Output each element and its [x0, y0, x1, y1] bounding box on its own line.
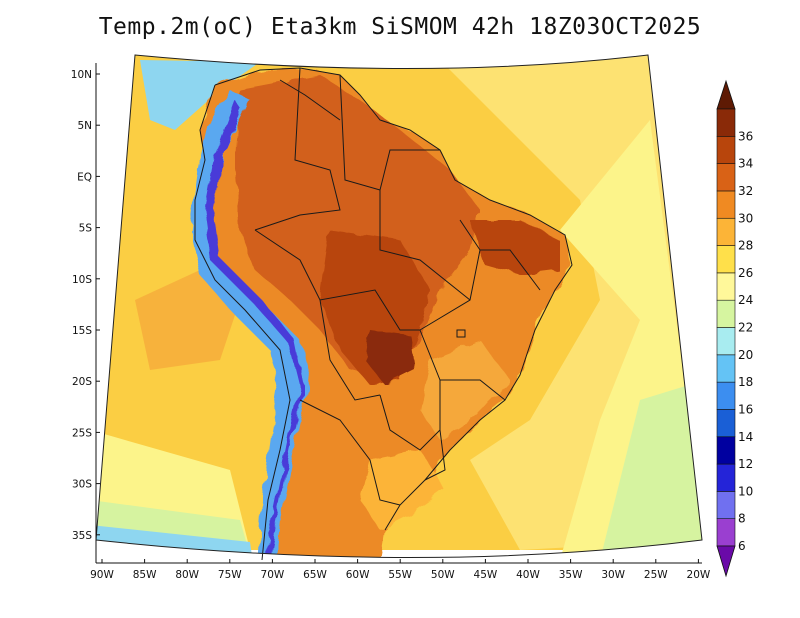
- colorbar-segment: [716, 354, 736, 383]
- lat-tick-label: 35S: [72, 530, 92, 542]
- brazil-state-line-2: [379, 190, 471, 301]
- colorbar-label: 20: [738, 348, 753, 362]
- atlantic-cold-zone: [600, 380, 702, 558]
- argentina-north-border: [299, 399, 401, 506]
- colorbar-segment: [716, 272, 736, 301]
- lon-tick-label: 55W: [388, 569, 412, 581]
- pacific-coastline: [194, 84, 291, 561]
- lat-tick-label: 5S: [79, 223, 93, 235]
- caribbean-cool-zone: [140, 60, 260, 130]
- bolivia-border: [319, 299, 381, 401]
- map-field: [96, 55, 702, 558]
- brazil-state-line-1: [419, 219, 481, 331]
- country-borders: [194, 67, 573, 561]
- brasilia-district: [456, 329, 466, 338]
- colorbar-segment: [716, 245, 736, 274]
- lon-tick-label: 90W: [90, 569, 114, 581]
- lat-tick-label: 15S: [72, 325, 92, 337]
- colorbar-label: 32: [738, 184, 753, 198]
- brazil-state-line-4: [419, 329, 506, 401]
- colorbar-label: 28: [738, 239, 753, 253]
- map-frame: [95, 63, 702, 564]
- lon-tick-label: 65W: [303, 569, 327, 581]
- lon-tick-label: 50W: [431, 569, 455, 581]
- northeast-hot-zone: [470, 220, 560, 275]
- venezuela-inner-border: [279, 79, 341, 121]
- colombia-venezuela-border: [254, 67, 341, 231]
- colorbar-segment: [716, 381, 736, 410]
- latitude-axis: 10N 5N EQ 5S 10S 15S 20S 25S 30S 35S: [71, 69, 100, 542]
- atlantic-coastline: [214, 67, 573, 531]
- lon-tick-label: 75W: [218, 569, 242, 581]
- colorbar-label: 18: [738, 375, 753, 389]
- paraguay-border: [379, 394, 441, 451]
- colorbar-label: 30: [738, 211, 753, 225]
- lat-tick-label: 10S: [72, 274, 92, 286]
- colorbar-label: 8: [738, 512, 746, 526]
- uruguay-border: [424, 429, 446, 481]
- colorbar-label: 22: [738, 321, 753, 335]
- lon-tick-label: 35W: [559, 569, 583, 581]
- colorbar-segment: [716, 136, 736, 164]
- colorbar-segment: [716, 436, 736, 465]
- lon-tick-label: 45W: [474, 569, 498, 581]
- lon-tick-label: 85W: [133, 569, 157, 581]
- colorbar-label: 10: [738, 484, 753, 498]
- lon-tick-label: 30W: [601, 569, 625, 581]
- colorbar-segment: [716, 463, 736, 492]
- lat-tick-label: 25S: [72, 427, 92, 439]
- colorbar-label: 16: [738, 402, 753, 416]
- lon-tick-label: 40W: [516, 569, 540, 581]
- south-mild-zone: [360, 450, 445, 530]
- lon-tick-label: 25W: [644, 569, 668, 581]
- colorbar-segment: [716, 190, 736, 219]
- lon-tick-label: 70W: [261, 569, 285, 581]
- lon-tick-label: 60W: [346, 569, 370, 581]
- lat-tick-label: EQ: [77, 171, 92, 183]
- lat-tick-label: 30S: [72, 479, 92, 491]
- map-title: Temp.2m(oC) Eta3km SiSMOM 42h 18Z03OCT20…: [98, 14, 702, 40]
- southeast-mild-zone: [420, 340, 510, 440]
- colorbar-segment: [716, 108, 736, 137]
- colorbar-label: 14: [738, 430, 753, 444]
- colorbar-label: 36: [738, 129, 753, 143]
- peru-brazil-border: [254, 229, 420, 331]
- colorbar-label: 6: [738, 539, 746, 553]
- pantanal-hot-zone: [365, 330, 415, 385]
- colorbar: 6 8 10 12 14 16 18 20 22 24 26 28 30 32 34 36: [716, 79, 753, 578]
- colorbar-label: 34: [738, 157, 753, 171]
- lat-tick-label: 5N: [77, 120, 92, 132]
- lon-tick-label: 80W: [175, 569, 199, 581]
- colorbar-segment: [716, 217, 736, 246]
- lat-tick-label: 20S: [72, 376, 92, 388]
- colorbar-top-arrow: [716, 79, 736, 110]
- lat-tick-label: 10N: [71, 69, 92, 81]
- colorbar-bottom-arrow: [716, 545, 736, 578]
- colorbar-segment: [716, 299, 736, 328]
- colorbar-segment: [716, 491, 736, 519]
- lon-tick-label: 20W: [687, 569, 711, 581]
- andes-cool-zone: [190, 90, 310, 558]
- colorbar-label: 26: [738, 266, 753, 280]
- colorbar-label: 12: [738, 457, 753, 471]
- colorbar-segment: [716, 327, 736, 356]
- colorbar-label: 24: [738, 293, 753, 307]
- colorbar-segment: [716, 163, 736, 192]
- map-domain-outline: [95, 54, 703, 558]
- colorbar-segment: [716, 409, 736, 438]
- colorbar-segment: [716, 518, 736, 547]
- pacific-warm-patch: [135, 270, 240, 370]
- brazil-state-line-3: [480, 249, 541, 291]
- longitude-axis: 90W 85W 80W 75W 70W 65W 60W 55W 50W 45W 40W 35W 30W 2…: [90, 559, 711, 581]
